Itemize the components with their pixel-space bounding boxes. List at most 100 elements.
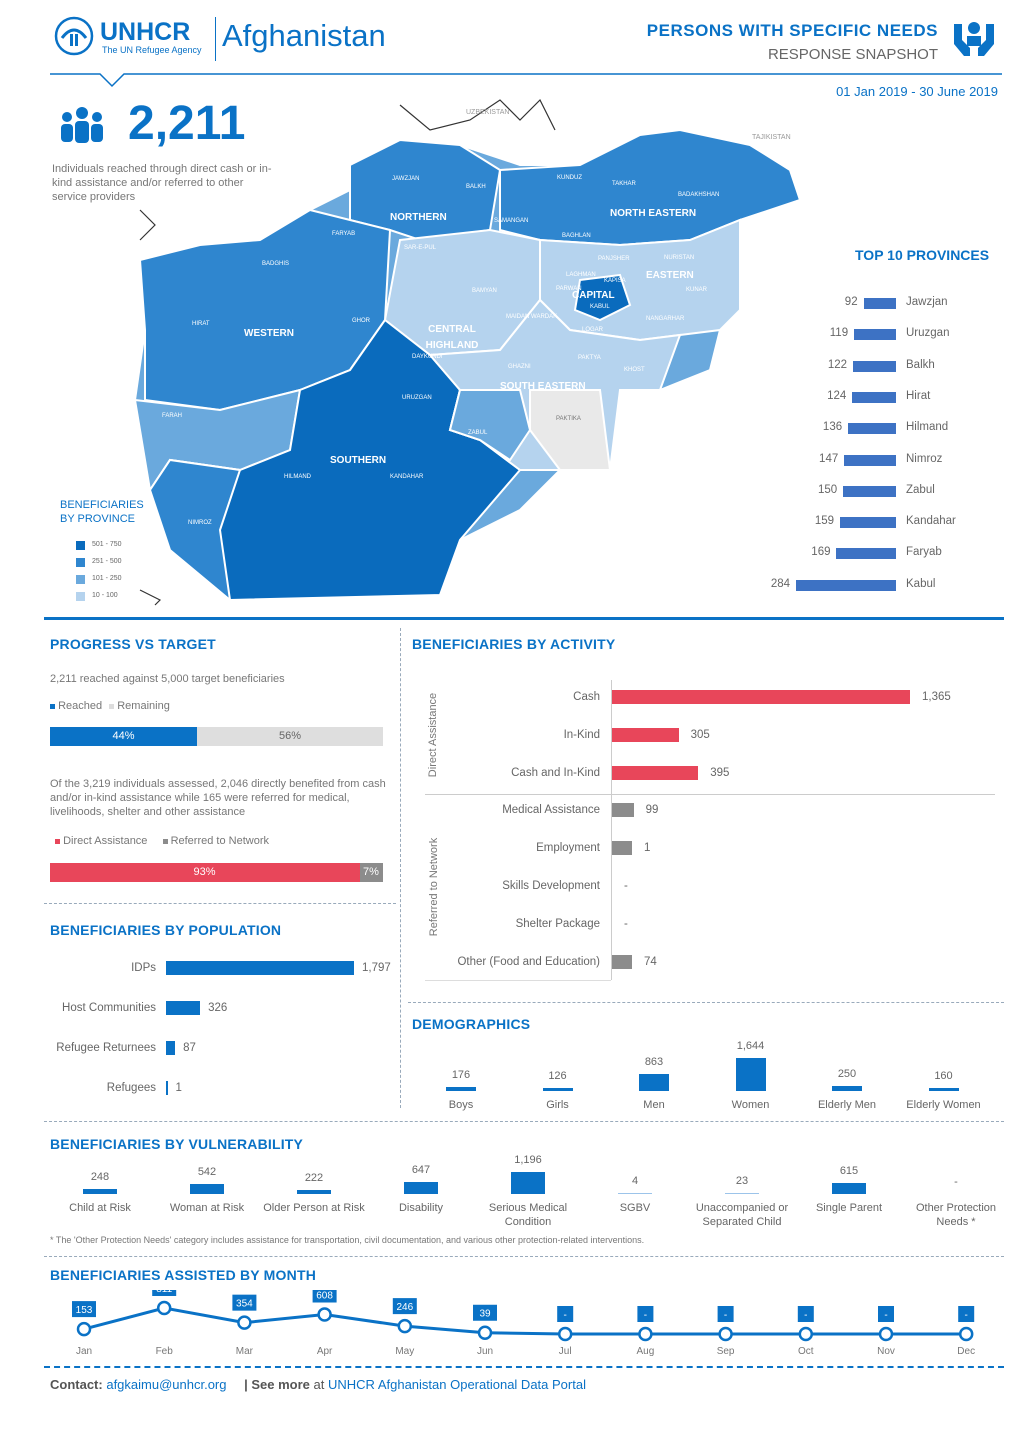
monthly-value: 608 — [316, 1291, 333, 1302]
monthly-point — [557, 1326, 573, 1342]
monthly-title: BENEFICIARIES ASSISTED BY MONTH — [50, 1267, 317, 1283]
activity-value: 99 — [645, 804, 659, 817]
top10-value: 284 — [770, 577, 790, 590]
demographics-bar — [639, 1073, 669, 1091]
contact-email-link[interactable]: afgkaimu@unhcr.org — [106, 1377, 227, 1392]
demographics-chart: 176 Boys 126 Girls 863 Men 1,644 Women 250 Elderl… — [412, 1030, 1002, 1115]
map-province-label: NANGARHAR — [646, 316, 685, 322]
vulnerability-label: Unaccompanied or Separated Child — [695, 1202, 789, 1228]
monthly-month-label: Dec — [957, 1346, 975, 1357]
monthly-point — [718, 1326, 733, 1342]
map-province-label: LAGHMAN — [566, 272, 596, 278]
monthly-month-label: Aug — [637, 1346, 655, 1357]
demographics-label: Men — [643, 1099, 665, 1111]
monthly-value-box — [232, 1294, 257, 1311]
monthly-value-box — [152, 1290, 177, 1296]
map-province-label: PAKTIKA — [556, 416, 581, 422]
map-province-label: HIRAT — [192, 321, 210, 327]
portal-link[interactable]: UNHCR Afghanistan Operational Data Porta… — [328, 1377, 586, 1392]
map-province-label: FARYAB — [332, 231, 356, 237]
legend-label: 251 - 500 — [92, 558, 122, 565]
demographics-value: 1,644 — [736, 1040, 765, 1052]
demographics-label: Girls — [546, 1099, 569, 1111]
assessed-text: Of the 3,219 individuals assessed, 2,046… — [50, 778, 386, 818]
activity-label: Cash — [573, 691, 600, 703]
population-label: Host Communities — [62, 1002, 156, 1014]
column-divider — [400, 628, 401, 1108]
map-province-label: FARAH — [162, 413, 183, 419]
demographics-title: DEMOGRAPHICS — [412, 1016, 531, 1032]
activity-frame-line — [425, 980, 611, 981]
report-title: PERSONS WITH SPECIFIC NEEDS — [646, 21, 938, 40]
monthly-value: 354 — [236, 1299, 253, 1310]
top10-bar — [852, 391, 896, 403]
activity-bar — [612, 954, 632, 969]
monthly-month-label: Oct — [798, 1346, 814, 1357]
monthly-value-box — [878, 1306, 894, 1322]
map-legend-title: BENEFICIARIES BY PROVINCE — [60, 499, 144, 525]
vulnerability-footnote: * The 'Other Protection Needs' category … — [50, 1235, 645, 1245]
demographics-value: 176 — [451, 1069, 471, 1082]
map-province-label: PARWAN — [556, 286, 582, 292]
demographics-bar — [832, 1085, 862, 1091]
vulnerability-label: SGBV — [619, 1202, 651, 1214]
progress-reached-fill — [50, 727, 197, 746]
population-bar — [166, 1081, 168, 1095]
top10-label: Jawzjan — [906, 296, 948, 308]
activity-group-line — [425, 794, 995, 795]
monthly-point — [317, 1307, 332, 1322]
map-province-label: PANJSHER — [598, 256, 630, 262]
monthly-value-box — [72, 1301, 96, 1318]
map-province-label: KUNDUZ — [557, 175, 582, 181]
monthly-value: - — [564, 1310, 567, 1321]
activity-value: 1,365 — [922, 691, 951, 703]
population-bar — [166, 1001, 201, 1015]
top10-value: 136 — [822, 421, 843, 434]
total-beneficiaries: 2,211 — [128, 97, 246, 150]
map-country-label: TAJIKISTAN — [752, 134, 791, 141]
activity-bar — [612, 690, 910, 704]
date-range: 01 Jan 2019 - 30 June 2019 — [836, 84, 998, 99]
hands-person-icon — [954, 22, 994, 56]
divider — [408, 1002, 1004, 1003]
map-province-label: NURISTAN — [664, 255, 695, 261]
activity-value: 1 — [644, 842, 651, 855]
contact-label: Contact: — [50, 1377, 103, 1392]
legend-remaining-label: Remaining — [117, 700, 170, 712]
demographics-value: 126 — [548, 1070, 567, 1082]
monthly-chart: 153 Jan 811 Feb 354 Mar 608 Apr 246 May 39 Jun - Jul -… — [72, 1290, 975, 1357]
monthly-value: - — [644, 1310, 647, 1321]
demographics-value: 160 — [934, 1069, 953, 1082]
org-tagline: The UN Refugee Agency — [102, 45, 202, 55]
map-province-label: BAMYAN — [472, 288, 497, 294]
population-bar — [166, 961, 354, 975]
monthly-value-box — [717, 1306, 734, 1322]
divider — [44, 1121, 1004, 1122]
legend-swatch — [76, 575, 85, 584]
monthly-point — [638, 1326, 653, 1342]
top10-value: 119 — [829, 327, 849, 340]
vulnerability-bar — [832, 1182, 866, 1194]
legend-referred-swatch — [162, 838, 168, 844]
section-rule — [44, 617, 1004, 620]
legend-direct-swatch — [55, 838, 60, 844]
divider — [44, 1256, 1004, 1257]
direct-pct: 93% — [193, 866, 216, 878]
monthly-value: - — [804, 1310, 807, 1321]
top10-bar — [853, 360, 896, 372]
monthly-month-label: Jun — [477, 1346, 493, 1357]
top10-label: Uruzgan — [906, 327, 950, 340]
monthly-month-label: May — [395, 1346, 414, 1357]
activity-value: 305 — [690, 728, 710, 741]
legend-remaining-swatch — [109, 703, 115, 709]
map-province-label: KABUL — [590, 304, 610, 310]
map-province-label: BALKH — [466, 184, 486, 190]
population-label: IDPs — [131, 962, 156, 974]
vulnerability-label: Older Person at Risk — [263, 1202, 365, 1214]
divider — [44, 1366, 1004, 1368]
legend-referred-label: Referred to Network — [170, 835, 269, 847]
vulnerability-label: Serious Medical Condition — [488, 1202, 568, 1228]
activity-label: Medical Assistance — [502, 804, 600, 817]
map-province-label: KUNAR — [686, 287, 708, 293]
map-province-label: BADGHIS — [262, 261, 290, 267]
